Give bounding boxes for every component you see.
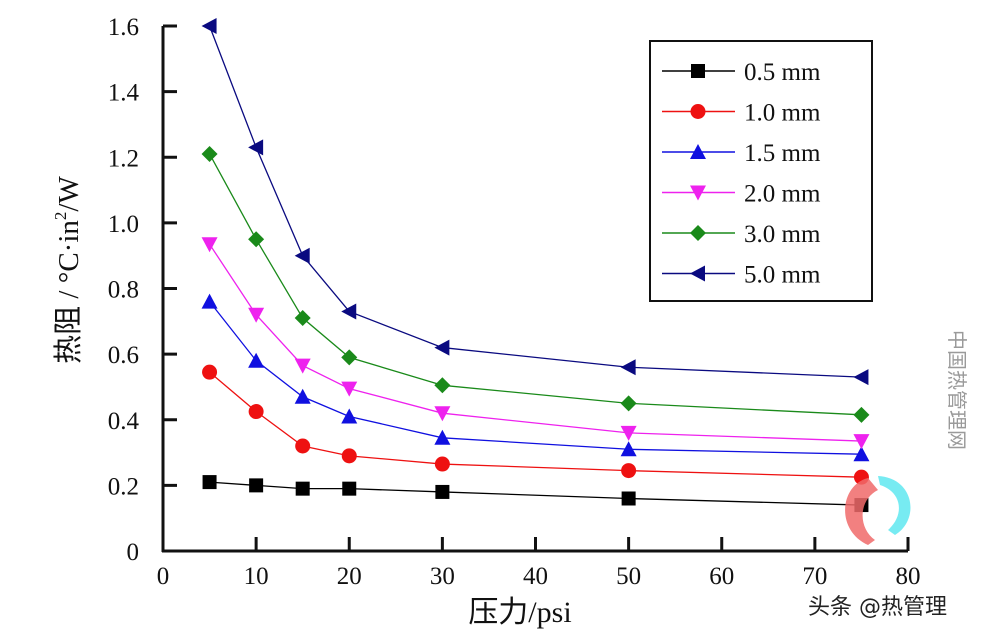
series-5-0-mm — [201, 18, 869, 386]
data-point — [434, 429, 451, 445]
data-point — [435, 484, 450, 499]
legend-marker — [691, 64, 705, 78]
data-point — [620, 359, 636, 376]
legend-label: 3.0 mm — [744, 221, 821, 248]
x-tick-label: 50 — [616, 563, 641, 590]
series-layer — [201, 18, 870, 513]
watermark-credit-text: 头条 @热管理 — [808, 595, 947, 620]
data-point — [434, 406, 451, 422]
data-point — [853, 434, 870, 450]
legend-label: 5.0 mm — [744, 262, 821, 289]
data-point — [434, 456, 450, 472]
legend-marker — [690, 104, 706, 119]
y-tick-label: 0.2 — [108, 473, 139, 500]
series-0-5-mm — [202, 475, 869, 513]
y-tick-label: 0.4 — [108, 408, 140, 435]
data-point — [294, 358, 311, 374]
y-tick-label: 1.4 — [108, 80, 140, 107]
data-point — [249, 478, 264, 493]
x-tick-label: 0 — [157, 563, 170, 590]
x-tick-label: 80 — [896, 563, 921, 590]
data-point — [341, 448, 357, 464]
x-tick-label: 10 — [244, 563, 269, 590]
data-point — [853, 369, 869, 386]
series-line — [209, 301, 862, 455]
data-point — [341, 408, 358, 424]
data-point — [294, 247, 310, 264]
legend-label: 2.0 mm — [744, 181, 821, 208]
data-point — [248, 352, 265, 368]
series-line — [209, 371, 862, 478]
data-point — [621, 491, 636, 506]
data-point — [201, 293, 218, 309]
series-2-0-mm — [201, 237, 870, 450]
data-point — [201, 145, 218, 162]
data-point — [620, 395, 637, 412]
y-axis-title-tail: /W — [53, 176, 85, 212]
x-tick-label: 40 — [523, 563, 548, 590]
x-tick-label: 60 — [709, 563, 734, 590]
legend-item: 2.0 mm — [662, 181, 821, 208]
y-tick-label: 0 — [127, 539, 140, 566]
legend-label: 0.5 mm — [744, 59, 821, 86]
legend-label: 1.5 mm — [744, 140, 821, 167]
series-1-0-mm — [202, 364, 869, 485]
legend-label: 1.0 mm — [744, 100, 821, 127]
legend-marker — [690, 144, 706, 159]
data-point — [342, 481, 357, 496]
legend-item: 1.0 mm — [662, 100, 821, 127]
y-axis-title-sup: 2 — [51, 212, 70, 221]
data-point — [621, 463, 637, 479]
series-3-0-mm — [201, 145, 870, 423]
data-point — [202, 364, 218, 380]
y-tick-label: 0.6 — [108, 342, 139, 369]
data-point — [620, 425, 637, 441]
data-point — [295, 481, 310, 496]
data-point — [201, 237, 218, 253]
data-point — [294, 310, 311, 327]
y-tick-label: 1.2 — [108, 145, 139, 172]
data-point — [341, 349, 358, 366]
y-axis-title-main: 热阻 / °C·in — [52, 220, 85, 364]
data-point — [248, 404, 264, 420]
data-point — [248, 231, 265, 248]
y-axis-title: 热阻 / °C·in2/W — [51, 176, 85, 364]
watermark-site-text: 中国热管理网 — [945, 330, 969, 450]
data-point — [341, 303, 357, 320]
data-point — [294, 388, 311, 404]
y-tick-label: 1.0 — [108, 211, 139, 238]
legend-item: 5.0 mm — [662, 262, 821, 289]
legend: 0.5 mm 1.0 mm 1.5 mm 2.0 mm 3.0 mm 5.0 mm — [649, 40, 873, 302]
legend-marker — [690, 185, 706, 201]
data-point — [853, 406, 870, 423]
legend-marker — [690, 265, 705, 282]
legend-item: 1.5 mm — [662, 140, 821, 167]
data-point — [341, 381, 358, 397]
y-tick-label: 0.8 — [108, 277, 139, 304]
data-point — [295, 438, 311, 454]
watermark: 中国热管理网 头条 @热管理 — [808, 330, 969, 620]
axes: 0 0.2 0.4 0.6 0.8 1.0 1.2 1.4 1.6 0 10 20 30 40 50 60 70… — [108, 14, 921, 590]
data-point — [434, 339, 450, 356]
legend-item: 3.0 mm — [662, 221, 821, 248]
legend-box — [649, 40, 873, 302]
x-tick-label: 20 — [337, 563, 362, 590]
data-point — [248, 139, 264, 156]
x-axis-title: 压力/psi — [468, 596, 571, 629]
x-tick-label: 30 — [430, 563, 455, 590]
y-tick-label: 1.6 — [108, 14, 139, 41]
watermark-logo-red — [845, 478, 878, 545]
data-point — [853, 446, 870, 462]
legend-item: 0.5 mm — [662, 59, 821, 86]
x-tick-label: 70 — [802, 563, 827, 590]
data-point — [201, 18, 217, 34]
data-point — [202, 475, 217, 490]
watermark-logo-cyan — [878, 476, 911, 535]
data-point — [620, 441, 637, 457]
legend-marker — [690, 225, 706, 241]
data-point — [248, 307, 265, 323]
series-1-5-mm — [201, 293, 870, 462]
data-point — [434, 377, 451, 394]
